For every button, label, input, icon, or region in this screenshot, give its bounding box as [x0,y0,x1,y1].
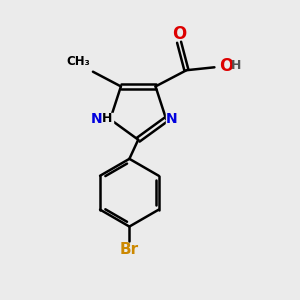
Text: O: O [172,25,186,43]
Text: O: O [219,57,233,75]
Text: Br: Br [120,242,139,257]
Bar [91,113,113,124]
Text: N: N [90,112,102,126]
Bar [166,113,177,124]
Text: N: N [166,112,177,126]
Text: CH₃: CH₃ [67,55,91,68]
Text: H: H [102,112,112,125]
Text: H: H [231,59,242,72]
